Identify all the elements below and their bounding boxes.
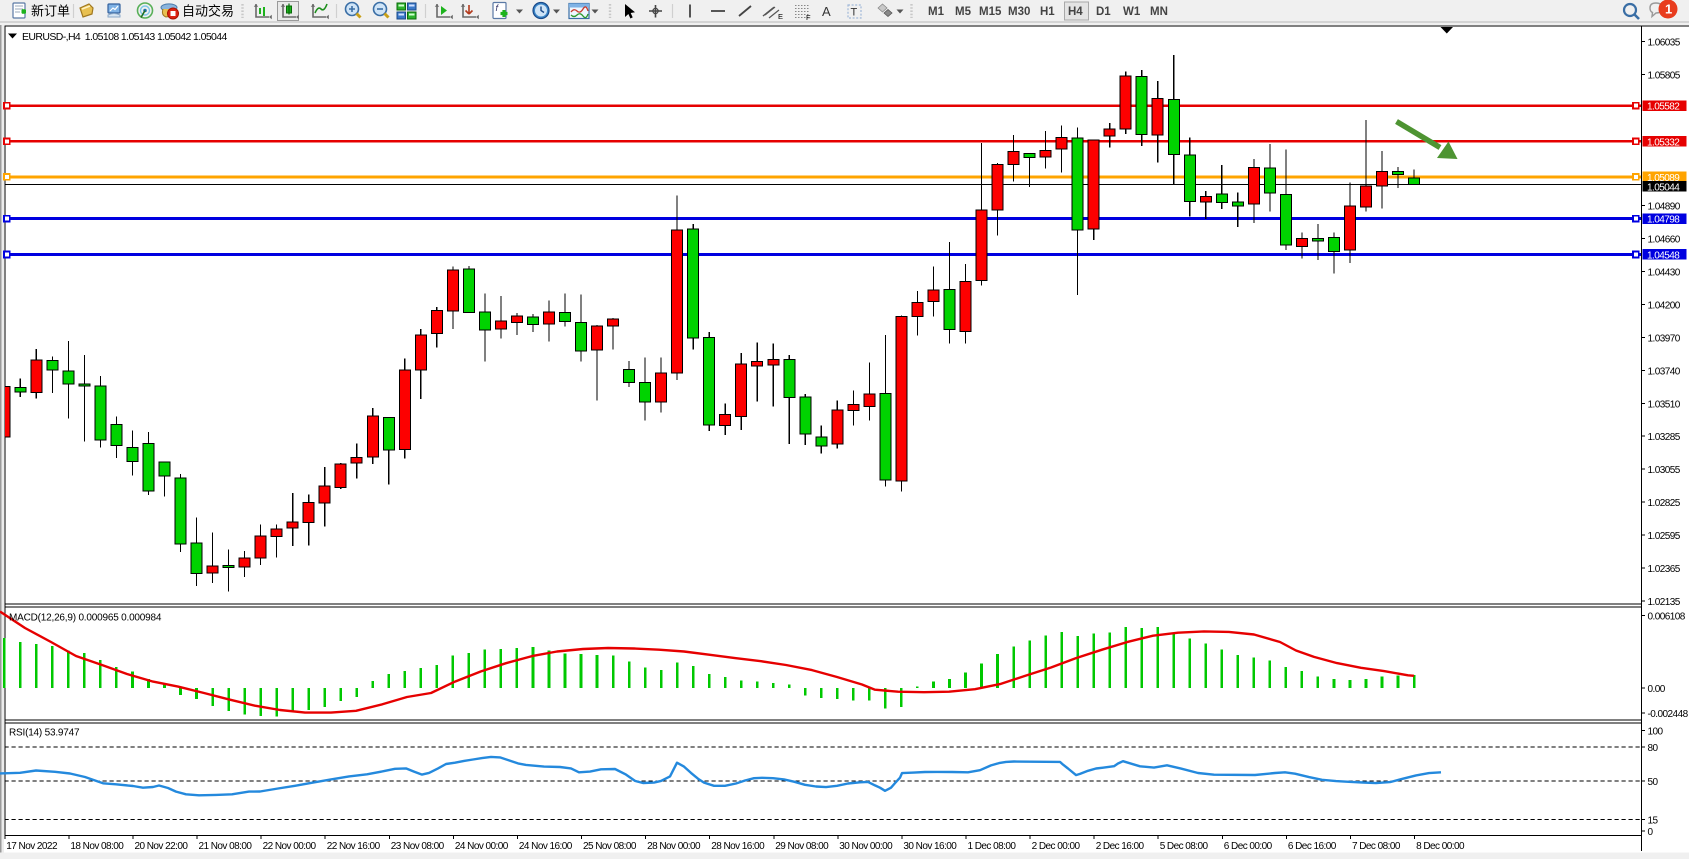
- svg-text:T: T: [851, 7, 858, 19]
- svg-text:1.03510: 1.03510: [1648, 400, 1681, 411]
- svg-text:23 Nov 08:00: 23 Nov 08:00: [391, 841, 445, 852]
- svg-text:新订单: 新订单: [31, 4, 70, 19]
- svg-text:M30: M30: [1008, 6, 1030, 18]
- svg-text:1.05332: 1.05332: [1647, 137, 1680, 148]
- svg-text:H1: H1: [1040, 6, 1055, 18]
- svg-text:0.00: 0.00: [1648, 684, 1666, 695]
- svg-text:50: 50: [1648, 777, 1659, 788]
- svg-text:1.02365: 1.02365: [1648, 564, 1681, 575]
- svg-text:RSI(14) 53.9747: RSI(14) 53.9747: [9, 728, 80, 739]
- svg-text:1 Dec 08:00: 1 Dec 08:00: [968, 841, 1017, 852]
- svg-text:MACD(12,26,9) 0.000965 0.00098: MACD(12,26,9) 0.000965 0.000984: [9, 613, 162, 624]
- svg-text:1.04548: 1.04548: [1647, 251, 1680, 262]
- svg-text:17 Nov 2022: 17 Nov 2022: [6, 841, 58, 852]
- svg-text:7 Dec 08:00: 7 Dec 08:00: [1352, 841, 1401, 852]
- svg-text:1.05805: 1.05805: [1648, 70, 1681, 81]
- svg-text:M15: M15: [979, 6, 1002, 18]
- svg-text:M5: M5: [955, 6, 972, 18]
- svg-text:24 Nov 00:00: 24 Nov 00:00: [455, 841, 509, 852]
- svg-text:MN: MN: [1150, 6, 1168, 18]
- svg-text:1.03285: 1.03285: [1648, 432, 1681, 443]
- svg-text:-0.002448: -0.002448: [1648, 709, 1689, 720]
- svg-text:EURUSD-,H4 1.05108 1.05143 1.: EURUSD-,H4 1.05108 1.05143 1.05042 1.050…: [22, 31, 228, 43]
- svg-text:1.02135: 1.02135: [1648, 597, 1681, 608]
- svg-text:1.03740: 1.03740: [1648, 367, 1681, 378]
- svg-text:80: 80: [1648, 743, 1659, 754]
- svg-text:1.02595: 1.02595: [1648, 531, 1681, 542]
- svg-text:0.006108: 0.006108: [1648, 612, 1686, 623]
- svg-text:0: 0: [1648, 827, 1654, 838]
- svg-text:1.04430: 1.04430: [1648, 268, 1681, 279]
- svg-text:30 Nov 00:00: 30 Nov 00:00: [839, 841, 893, 852]
- svg-text:8 Dec 00:00: 8 Dec 00:00: [1416, 841, 1465, 852]
- svg-text:1.05582: 1.05582: [1647, 102, 1680, 113]
- svg-text:自动交易: 自动交易: [182, 4, 234, 19]
- svg-text:1: 1: [1665, 2, 1672, 17]
- svg-text:5 Dec 08:00: 5 Dec 08:00: [1160, 841, 1209, 852]
- svg-text:100: 100: [1648, 727, 1664, 738]
- svg-text:1.05089: 1.05089: [1647, 173, 1680, 184]
- svg-text:1.03055: 1.03055: [1648, 465, 1681, 476]
- svg-text:1.06035: 1.06035: [1648, 37, 1681, 48]
- svg-text:H4: H4: [1068, 6, 1083, 18]
- svg-text:30 Nov 16:00: 30 Nov 16:00: [903, 841, 957, 852]
- svg-text:1.04660: 1.04660: [1648, 235, 1681, 246]
- svg-text:1.02825: 1.02825: [1648, 498, 1681, 509]
- svg-text:6 Dec 00:00: 6 Dec 00:00: [1224, 841, 1273, 852]
- svg-text:1.03970: 1.03970: [1648, 334, 1681, 345]
- svg-text:1.04890: 1.04890: [1648, 202, 1681, 213]
- svg-text:2 Dec 00:00: 2 Dec 00:00: [1032, 841, 1081, 852]
- svg-text:6 Dec 16:00: 6 Dec 16:00: [1288, 841, 1337, 852]
- svg-text:29 Nov 08:00: 29 Nov 08:00: [775, 841, 829, 852]
- svg-text:M1: M1: [928, 6, 945, 18]
- svg-text:E: E: [778, 12, 783, 21]
- svg-text:22 Nov 00:00: 22 Nov 00:00: [263, 841, 317, 852]
- svg-text:1.05044: 1.05044: [1647, 182, 1680, 193]
- svg-text:21 Nov 08:00: 21 Nov 08:00: [199, 841, 253, 852]
- svg-text:D1: D1: [1096, 6, 1111, 18]
- svg-text:28 Nov 00:00: 28 Nov 00:00: [647, 841, 701, 852]
- svg-text:F: F: [806, 13, 811, 22]
- svg-text:1.04798: 1.04798: [1647, 215, 1680, 226]
- svg-text:25 Nov 08:00: 25 Nov 08:00: [583, 841, 637, 852]
- svg-text:24 Nov 16:00: 24 Nov 16:00: [519, 841, 573, 852]
- svg-text:f: f: [496, 3, 500, 13]
- svg-text:A: A: [822, 4, 831, 19]
- svg-text:18 Nov 08:00: 18 Nov 08:00: [70, 841, 124, 852]
- svg-text:15: 15: [1648, 816, 1659, 827]
- svg-text:28 Nov 16:00: 28 Nov 16:00: [711, 841, 765, 852]
- svg-text:22 Nov 16:00: 22 Nov 16:00: [327, 841, 381, 852]
- svg-text:2 Dec 16:00: 2 Dec 16:00: [1096, 841, 1145, 852]
- svg-text:W1: W1: [1123, 6, 1141, 18]
- svg-text:20 Nov 22:00: 20 Nov 22:00: [135, 841, 189, 852]
- svg-text:1.04200: 1.04200: [1648, 301, 1681, 312]
